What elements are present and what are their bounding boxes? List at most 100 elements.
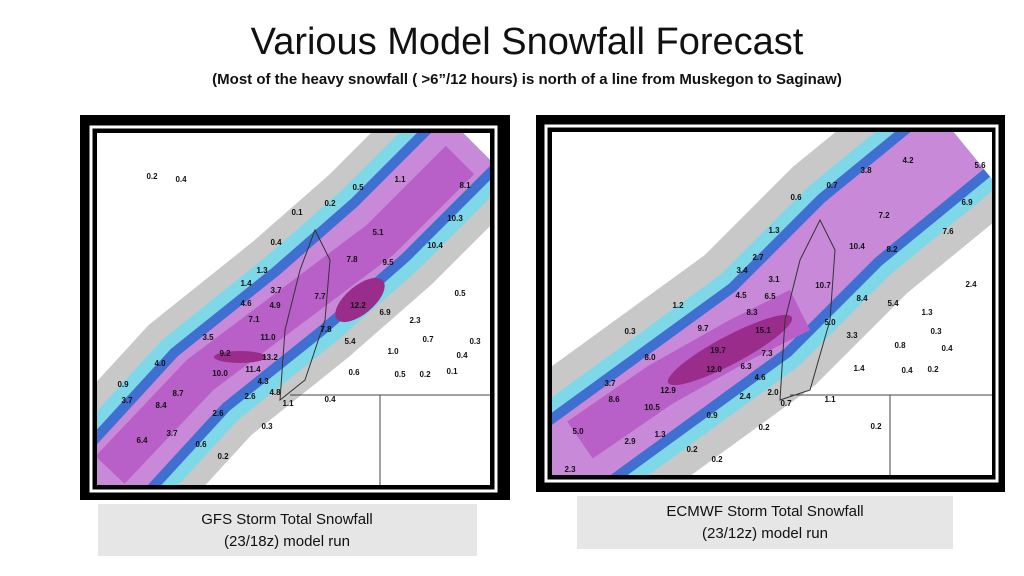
map-label: 7.1 bbox=[248, 315, 260, 324]
map-label: 3.7 bbox=[166, 429, 178, 438]
map-label: 1.2 bbox=[672, 301, 684, 310]
slide-title: Various Model Snowfall Forecast bbox=[251, 21, 804, 63]
map-label: 0.2 bbox=[686, 445, 698, 454]
map-label: 4.2 bbox=[902, 156, 914, 165]
map-label: 0.2 bbox=[419, 370, 431, 379]
map-label: 5.4 bbox=[887, 299, 899, 308]
map-label: 1.0 bbox=[387, 347, 399, 356]
map-label: 0.7 bbox=[826, 181, 838, 190]
map-label: 3.7 bbox=[604, 379, 616, 388]
map-label: 6.3 bbox=[740, 362, 752, 371]
map-label: 2.0 bbox=[767, 388, 779, 397]
map-label: 0.3 bbox=[624, 327, 636, 336]
map-frame-inner bbox=[89, 125, 498, 493]
map-label: 0.9 bbox=[706, 411, 718, 420]
map-label: 2.9 bbox=[624, 437, 636, 446]
map-label: 8.6 bbox=[608, 395, 620, 404]
map-label: 2.3 bbox=[564, 465, 576, 474]
map-label: 2.4 bbox=[965, 280, 977, 289]
map-label: 5.6 bbox=[974, 161, 986, 170]
map-label: 4.3 bbox=[257, 377, 269, 386]
map-label: 0.3 bbox=[261, 422, 273, 431]
map-label: 19.7 bbox=[710, 346, 726, 355]
map-label: 8.1 bbox=[459, 181, 471, 190]
map-label: 6.9 bbox=[379, 308, 391, 317]
map-label: 1.1 bbox=[394, 175, 406, 184]
map-label: 2.4 bbox=[739, 392, 751, 401]
map-label: 11.4 bbox=[245, 365, 261, 374]
map-frame-inner bbox=[544, 124, 999, 483]
map-label: 0.5 bbox=[352, 183, 364, 192]
map-label: 3.3 bbox=[846, 331, 858, 340]
caption: ECMWF Storm Total Snowfall bbox=[666, 503, 863, 520]
ecmwf-map: 4.2 5.6 3.8 0.7 6.9 0.6 7.2 1.3 7.6 10.4 8.2 2.7 3.4… bbox=[552, 132, 992, 475]
map-label: 8.7 bbox=[172, 389, 184, 398]
map-label: 2.7 bbox=[752, 253, 764, 262]
map-label: 2.6 bbox=[244, 392, 256, 401]
map-label: 4.5 bbox=[735, 291, 747, 300]
map-label: 4.8 bbox=[269, 388, 281, 397]
map-label: 0.5 bbox=[454, 289, 466, 298]
map-label: 0.7 bbox=[780, 399, 792, 408]
map-label: 0.5 bbox=[394, 370, 406, 379]
map-label: 3.7 bbox=[121, 396, 133, 405]
map-label: 10.3 bbox=[447, 214, 463, 223]
map-label: 8.4 bbox=[856, 294, 868, 303]
slide-subtitle: (Most of the heavy snowfall ( >6”/12 hou… bbox=[212, 71, 842, 88]
map-label: 0.3 bbox=[469, 337, 481, 346]
map-label: 3.8 bbox=[860, 166, 872, 175]
map-label: 11.0 bbox=[260, 333, 276, 342]
map-label: 10.7 bbox=[815, 281, 831, 290]
map-label: 1.1 bbox=[824, 395, 836, 404]
map-label: 0.7 bbox=[422, 335, 434, 344]
map-label: 0.4 bbox=[324, 395, 336, 404]
map-label: 5.0 bbox=[824, 318, 836, 327]
map-label: 4.0 bbox=[154, 359, 166, 368]
map-label: 5.4 bbox=[344, 337, 356, 346]
map-label: 10.0 bbox=[212, 369, 228, 378]
map-label: 1.4 bbox=[240, 279, 252, 288]
map-label: 13.2 bbox=[262, 353, 278, 362]
map-label: 0.2 bbox=[146, 172, 158, 181]
map-label: 2.6 bbox=[212, 409, 224, 418]
map-label: 1.3 bbox=[768, 226, 780, 235]
map-label: 1.3 bbox=[256, 266, 268, 275]
map-label: 0.2 bbox=[711, 455, 723, 464]
map-label: 0.2 bbox=[324, 199, 336, 208]
map-label: 9.5 bbox=[382, 258, 394, 267]
map-label: 0.4 bbox=[270, 238, 282, 247]
map-label: 1.3 bbox=[921, 308, 933, 317]
caption: (23/18z) model run bbox=[224, 533, 350, 550]
map-label: 6.9 bbox=[961, 198, 973, 207]
map-label: 8.2 bbox=[886, 245, 898, 254]
caption-box bbox=[98, 504, 477, 556]
map-label: 0.1 bbox=[446, 367, 458, 376]
map-label: 0.6 bbox=[348, 368, 360, 377]
map-label: 0.2 bbox=[927, 365, 939, 374]
map-label: 0.2 bbox=[758, 423, 770, 432]
map-label: 5.0 bbox=[572, 427, 584, 436]
map-label: 12.0 bbox=[706, 365, 722, 374]
map-label: 0.2 bbox=[870, 422, 882, 431]
caption-box bbox=[577, 496, 953, 549]
map-label: 8.4 bbox=[155, 401, 167, 410]
map-label: 0.9 bbox=[117, 380, 129, 389]
map-label: 12.2 bbox=[350, 301, 366, 310]
map-label: 7.8 bbox=[320, 325, 332, 334]
map-label: 7.7 bbox=[314, 292, 326, 301]
map-label: 0.4 bbox=[456, 351, 468, 360]
caption: GFS Storm Total Snowfall bbox=[201, 511, 372, 528]
map-label: 3.1 bbox=[768, 275, 780, 284]
map-label: 4.9 bbox=[269, 301, 281, 310]
map-label: 6.5 bbox=[764, 292, 776, 301]
map-label: 15.1 bbox=[755, 326, 771, 335]
map-label: 3.5 bbox=[202, 333, 214, 342]
map-label: 9.2 bbox=[219, 349, 231, 358]
map-label: 5.1 bbox=[372, 228, 384, 237]
map-label: 9.7 bbox=[697, 324, 709, 333]
map-label: 7.8 bbox=[346, 255, 358, 264]
map-label: 6.4 bbox=[136, 436, 148, 445]
map-label: 7.6 bbox=[942, 227, 954, 236]
map-label: 0.4 bbox=[175, 175, 187, 184]
